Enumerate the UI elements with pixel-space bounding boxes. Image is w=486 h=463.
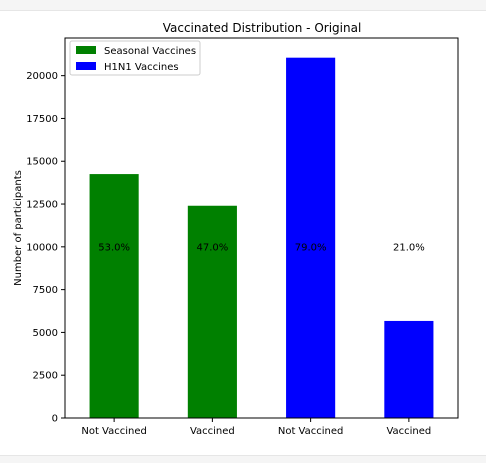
x-tick-label: Vaccined [386,426,431,437]
y-tick-label: 0 [52,414,58,425]
y-axis: 0 2500 5000 7500 10000 12500 15000 17500 20000 [26,71,65,425]
bar [187,205,237,418]
bars [89,57,434,418]
legend: Seasonal Vaccines H1N1 Vaccines [69,40,201,76]
bar [384,320,434,418]
legend-box [69,40,201,76]
y-tick-label: 5000 [33,328,58,339]
notebook-cell-top-edge [0,0,486,11]
y-tick-label: 7500 [33,285,58,296]
y-tick-label: 10000 [26,242,58,253]
cell-output-area: 0 2500 5000 7500 10000 12500 15000 17500 20000 N… [0,10,486,455]
plot-frame [64,37,459,419]
y-tick-label: 15000 [26,157,58,168]
data-label: 21.0% [393,242,425,253]
vaccinated-distribution-chart: 0 2500 5000 7500 10000 12500 15000 17500 20000 N… [13,21,459,437]
y-axis-label: Number of participants [13,170,24,286]
chart-title: Vaccinated Distribution - Original [163,21,362,35]
data-label: 47.0% [196,242,228,253]
data-labels: 53.0% 47.0% 79.0% 21.0% [98,242,425,253]
x-tick-label: Not Vaccined [278,426,344,437]
y-tick-label: 20000 [26,71,58,82]
legend-label-seasonal: Seasonal Vaccines [104,46,196,57]
x-tick-label: Vaccined [190,426,235,437]
notebook-cell-bottom-edge [0,455,486,463]
x-axis: Not Vaccined Vaccined Not Vaccined Vaccined [81,418,431,437]
legend-swatch-seasonal [76,46,96,54]
y-tick-label: 12500 [26,200,58,211]
data-label: 79.0% [295,242,327,253]
legend-label-h1n1: H1N1 Vaccines [104,62,179,73]
x-tick-label: Not Vaccined [81,426,147,437]
legend-swatch-h1n1 [76,62,96,70]
y-tick-label: 17500 [26,114,58,125]
data-label: 53.0% [98,242,130,253]
y-tick-label: 2500 [33,371,58,382]
bar [89,174,139,418]
bar [286,57,336,418]
